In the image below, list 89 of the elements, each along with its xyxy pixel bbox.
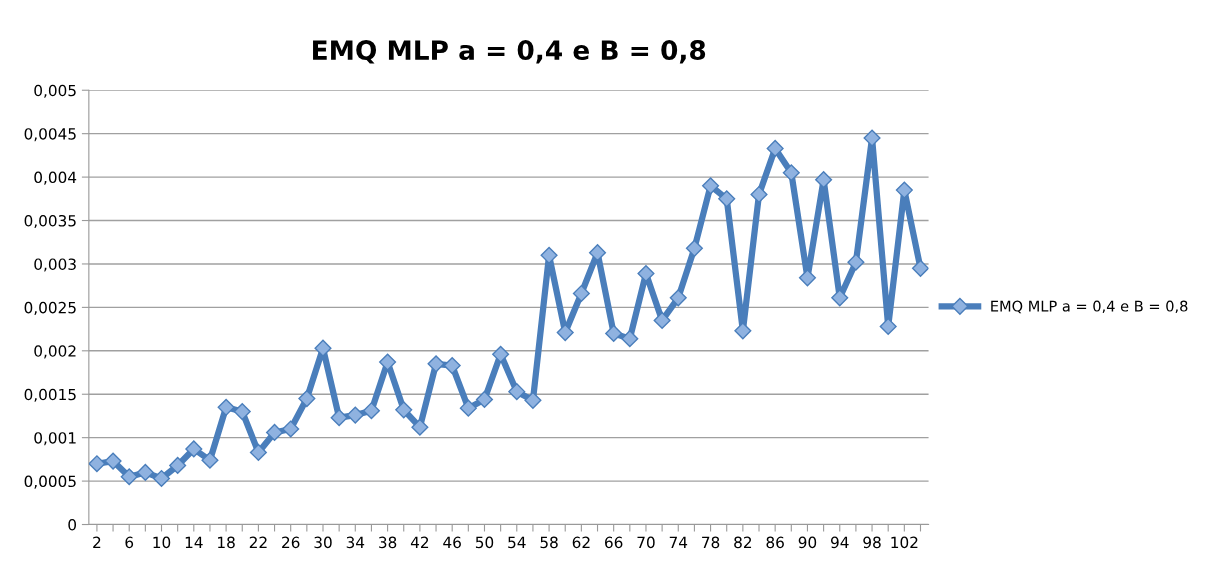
point — [249, 443, 267, 461]
chart-title: EMQ MLP a = 0,4 e B = 0,8 — [313, 40, 706, 64]
point — [766, 139, 784, 157]
point — [185, 440, 203, 458]
x-tick-label: 70 — [637, 536, 655, 549]
point — [540, 246, 558, 264]
point — [104, 452, 122, 470]
x-tick-label: 94 — [830, 536, 849, 549]
x-tick-label: 34 — [346, 536, 365, 549]
x-tick-label: 14 — [185, 536, 203, 548]
point — [475, 390, 494, 408]
x-tick-label: 26 — [282, 536, 300, 549]
point — [798, 269, 817, 287]
y-tick-label: 0,0005 — [24, 475, 76, 489]
x-tick-label: 30 — [314, 536, 332, 549]
y-tick-label: 0,0045 — [24, 128, 76, 142]
point — [282, 420, 300, 438]
y-tick-label: 0,004 — [34, 171, 77, 185]
point — [379, 353, 397, 371]
y-tick-label: 0,005 — [34, 84, 76, 98]
legend-label: EMQ MLP a = 0,4 e B = 0,8 — [991, 300, 1188, 314]
x-tick-label: 62 — [572, 536, 590, 549]
x-tick-label: 98 — [863, 536, 881, 549]
point — [895, 181, 913, 199]
y-tick-label: 0,001 — [34, 432, 76, 446]
x-tick-label: 86 — [766, 536, 784, 549]
point — [669, 289, 687, 307]
point — [427, 355, 445, 373]
x-tick-label: 54 — [508, 536, 526, 549]
x-tick-label: 90 — [798, 536, 817, 549]
point — [605, 324, 623, 342]
point — [169, 456, 187, 475]
point — [88, 455, 106, 473]
point — [847, 253, 865, 271]
point — [734, 322, 752, 340]
x-tick-label: 66 — [605, 536, 623, 549]
x-tick-label: 10 — [153, 536, 171, 549]
x-tick-label: 74 — [669, 536, 688, 548]
y-tick-label: 0 — [68, 518, 77, 531]
x-tick-label: 78 — [702, 536, 720, 549]
point — [298, 390, 316, 408]
x-tick-label: 50 — [475, 536, 494, 549]
point — [492, 345, 510, 363]
y-tick-label: 0,003 — [34, 258, 76, 272]
point — [863, 129, 881, 147]
x-tick-label: 102 — [891, 536, 918, 549]
point — [508, 383, 526, 401]
point — [685, 239, 703, 257]
x-tick-label: 42 — [410, 536, 429, 548]
point — [217, 398, 235, 416]
x-tick-label: 46 — [443, 536, 461, 549]
x-tick-label: 38 — [379, 536, 397, 549]
y-tick-label: 0,0015 — [24, 388, 76, 402]
point — [718, 190, 736, 208]
point — [362, 402, 380, 420]
point — [702, 177, 720, 195]
point — [653, 311, 671, 329]
point — [459, 399, 477, 417]
point — [314, 339, 332, 357]
point — [831, 289, 849, 307]
x-tick-label: 58 — [540, 536, 558, 549]
x-tick-label: 18 — [218, 536, 235, 549]
y-tick-label: 0,0025 — [24, 301, 76, 315]
x-tick-label: 6 — [125, 536, 134, 549]
point — [879, 317, 897, 336]
y-tick-label: 0,0035 — [24, 214, 76, 229]
point — [136, 463, 154, 481]
point — [556, 324, 574, 342]
point — [621, 330, 639, 348]
point — [233, 403, 251, 421]
x-tick-label: 22 — [249, 536, 267, 548]
point — [120, 468, 138, 486]
point — [201, 451, 219, 469]
x-tick-label: 2 — [93, 536, 101, 548]
point — [815, 171, 833, 189]
point — [588, 244, 607, 262]
point — [443, 357, 461, 375]
point — [782, 164, 800, 182]
point — [524, 391, 542, 409]
point — [911, 259, 929, 277]
point — [411, 418, 429, 436]
point — [152, 469, 171, 488]
point — [265, 423, 284, 442]
point — [330, 409, 348, 427]
point — [346, 406, 364, 424]
point — [395, 401, 413, 419]
point — [572, 284, 590, 303]
x-tick-label: 82 — [734, 536, 752, 549]
y-tick-label: 0,002 — [34, 345, 76, 359]
